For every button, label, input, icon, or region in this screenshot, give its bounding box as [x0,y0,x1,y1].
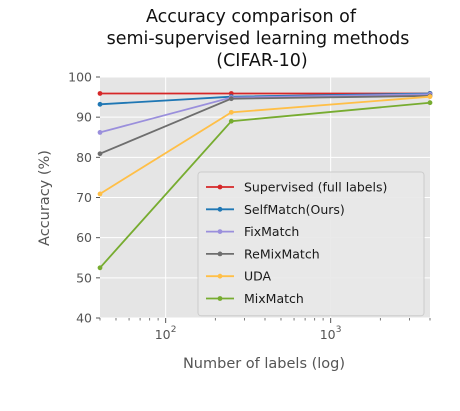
legend-item: FixMatch [206,224,299,239]
legend-swatch-marker [217,206,223,212]
y-tick-label: 50 [76,270,92,285]
legend-label: FixMatch [244,224,299,239]
series-point [427,94,433,100]
y-tick-label: 90 [76,110,92,125]
chart-title-line-1: Accuracy comparison of [146,7,357,27]
y-tick-label: 40 [76,311,92,326]
y-axis-label: Accuracy (%) [37,150,53,246]
series-point [97,191,103,197]
legend-swatch-marker [217,251,223,257]
series-point [228,109,234,115]
series-uda [97,94,433,197]
x-tick-exponent: 2 [171,325,177,335]
legend-item: ReMixMatch [206,246,320,261]
chart-title-line-3: (CIFAR-10) [216,51,308,71]
legend-item: Supervised (full labels) [206,180,387,195]
legend-box [197,171,425,317]
legend-item: UDA [206,269,272,284]
x-axis-ticks: 10 2 10 3 [99,318,431,342]
legend-label: SelfMatch(Ours) [244,202,345,217]
chart-title-line-2: semi-supervised learning methods [107,29,410,49]
series-point [228,118,234,124]
series-point [97,151,103,157]
legend-swatch-marker [217,229,223,235]
legend-item: MixMatch [206,291,304,306]
x-tick-label: 10 [155,327,171,342]
y-tick-label: 70 [76,190,92,205]
series-point [427,100,433,106]
series-point [97,91,103,96]
legend: Supervised (full labels) SelfMatch(Ours) F… [197,171,425,317]
legend-item: SelfMatch(Ours) [206,202,345,217]
y-tick-label: 60 [76,230,92,245]
series-mixmatch [97,100,433,271]
series-point [97,265,103,271]
x-tick-exponent: 3 [336,325,342,335]
series-point [97,101,103,107]
y-axis-ticks: 40 50 60 70 80 90 100 [68,70,100,326]
x-tick-label: 10 [320,327,336,342]
y-tick-label: 100 [68,70,92,85]
x-axis-label: Number of labels (log) [183,356,345,372]
legend-label: Supervised (full labels) [244,180,387,195]
chart-title: Accuracy comparison of semi-supervised l… [107,7,410,71]
legend-swatch-marker [217,273,223,279]
legend-label: MixMatch [244,291,304,306]
y-tick-label: 80 [76,150,92,165]
series-point [228,96,234,102]
legend-label: ReMixMatch [244,246,320,261]
series-point [97,130,103,135]
legend-label: UDA [244,269,272,284]
legend-swatch-marker [217,184,223,190]
series-group [97,91,433,271]
legend-swatch-marker [217,296,223,301]
